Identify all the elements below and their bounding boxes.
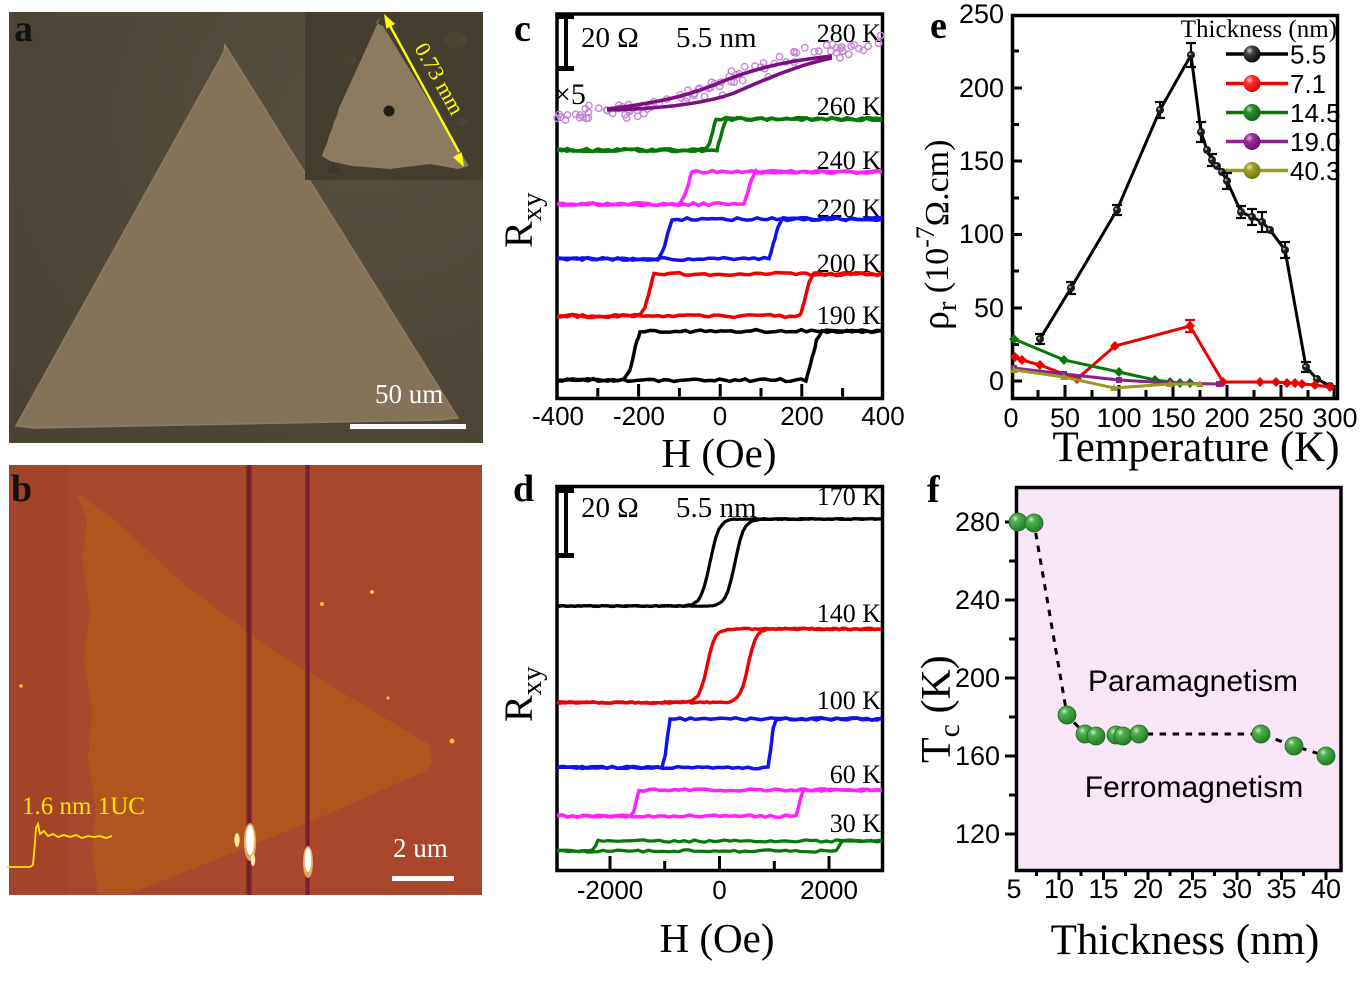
svg-text:Rxy: Rxy — [496, 666, 548, 722]
svg-text:250: 250 — [1258, 403, 1303, 433]
svg-text:a: a — [14, 8, 33, 50]
svg-text:5.5 nm: 5.5 nm — [676, 22, 757, 54]
svg-text:35: 35 — [1266, 874, 1296, 904]
svg-text:40: 40 — [1311, 874, 1341, 904]
svg-text:1.6 nm 1UC: 1.6 nm 1UC — [22, 793, 145, 820]
svg-text:14.5: 14.5 — [1290, 98, 1341, 128]
svg-text:50: 50 — [974, 293, 1004, 323]
svg-text:H (Oe): H (Oe) — [662, 430, 777, 476]
svg-text:0: 0 — [1003, 403, 1018, 433]
svg-text:f: f — [927, 469, 941, 511]
svg-text:200: 200 — [1204, 403, 1249, 433]
svg-text:2000: 2000 — [800, 875, 858, 905]
svg-text:50 um: 50 um — [375, 379, 443, 409]
svg-text:5.5: 5.5 — [1290, 40, 1326, 70]
svg-text:×5: ×5 — [554, 78, 586, 111]
svg-text:20 Ω: 20 Ω — [581, 22, 639, 54]
svg-text:150: 150 — [959, 146, 1004, 176]
svg-text:-200: -200 — [613, 401, 665, 431]
svg-text:-2000: -2000 — [577, 875, 644, 905]
svg-text:5: 5 — [1006, 874, 1021, 904]
svg-text:-400: -400 — [532, 401, 584, 431]
svg-text:ρr (10-7Ω.cm): ρr (10-7Ω.cm) — [911, 140, 963, 330]
svg-text:Paramagnetism: Paramagnetism — [1088, 665, 1298, 698]
svg-text:Temperature (K): Temperature (K) — [1052, 424, 1339, 471]
svg-text:400: 400 — [861, 401, 904, 431]
svg-text:0: 0 — [713, 401, 727, 431]
svg-text:40.3: 40.3 — [1290, 156, 1341, 186]
svg-text:Tc (K): Tc (K) — [914, 655, 966, 763]
svg-text:50: 50 — [1050, 403, 1080, 433]
svg-text:20: 20 — [1133, 874, 1163, 904]
svg-text:150: 150 — [1150, 403, 1195, 433]
svg-text:e: e — [930, 5, 947, 47]
svg-text:30 K: 30 K — [830, 809, 882, 838]
svg-text:Thickness (nm): Thickness (nm) — [1051, 917, 1320, 964]
svg-text:Ferromagnetism: Ferromagnetism — [1085, 771, 1303, 804]
svg-text:Thickness (nm): Thickness (nm) — [1181, 16, 1337, 43]
svg-text:100: 100 — [1096, 403, 1141, 433]
svg-text:60 K: 60 K — [830, 760, 882, 789]
svg-text:200: 200 — [780, 401, 823, 431]
svg-text:15: 15 — [1088, 874, 1118, 904]
svg-text:260 K: 260 K — [817, 92, 882, 121]
svg-text:0: 0 — [712, 875, 726, 905]
svg-text:c: c — [514, 8, 531, 50]
svg-text:160: 160 — [955, 741, 1000, 771]
svg-text:7.1: 7.1 — [1290, 69, 1326, 99]
svg-text:0: 0 — [989, 366, 1004, 396]
svg-text:H (Oe): H (Oe) — [660, 915, 775, 961]
svg-text:b: b — [11, 468, 32, 510]
svg-text:2 um: 2 um — [393, 833, 448, 863]
svg-text:20 Ω: 20 Ω — [581, 492, 639, 524]
svg-text:25: 25 — [1177, 874, 1207, 904]
svg-text:d: d — [513, 468, 534, 510]
svg-text:190 K: 190 K — [817, 301, 882, 330]
svg-text:200: 200 — [959, 73, 1004, 103]
svg-text:Rxy: Rxy — [496, 192, 548, 248]
svg-text:140 K: 140 K — [817, 599, 882, 628]
svg-text:300: 300 — [1312, 403, 1357, 433]
svg-text:280: 280 — [955, 507, 1000, 537]
svg-text:100: 100 — [959, 219, 1004, 249]
svg-text:120: 120 — [955, 819, 1000, 849]
svg-text:250: 250 — [959, 0, 1004, 29]
svg-text:240: 240 — [955, 585, 1000, 615]
svg-text:170 K: 170 K — [817, 482, 882, 511]
svg-text:30: 30 — [1222, 874, 1252, 904]
svg-text:100 K: 100 K — [817, 686, 882, 715]
svg-text:10: 10 — [1044, 874, 1074, 904]
svg-text:200: 200 — [955, 663, 1000, 693]
svg-text:19.0: 19.0 — [1290, 127, 1341, 157]
